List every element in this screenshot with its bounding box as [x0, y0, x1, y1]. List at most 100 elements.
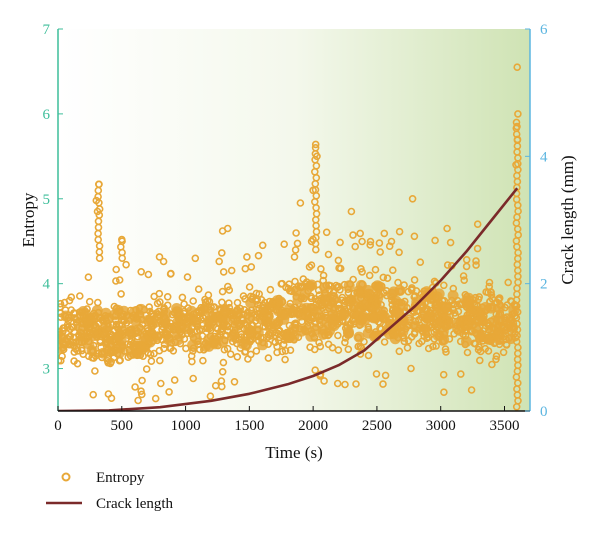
entropy-point [244, 312, 256, 324]
entropy-point [145, 303, 153, 311]
entropy-point [307, 303, 319, 315]
entropy-point [118, 235, 126, 244]
entropy-point [199, 302, 211, 314]
entropy-point [381, 371, 390, 380]
entropy-point [138, 390, 146, 399]
entropy-point [203, 316, 214, 327]
entropy-point [295, 309, 307, 321]
entropy-point [514, 110, 522, 118]
entropy-point [366, 237, 375, 246]
entropy-point [93, 207, 102, 216]
entropy-point [266, 285, 275, 294]
entropy-point [415, 339, 423, 348]
entropy-point [503, 316, 515, 328]
legend-entropy-label: Entropy [96, 470, 145, 486]
entropy-point [387, 237, 396, 246]
entropy-point [169, 346, 178, 355]
axes: 0 500 1000 1500 2000 2500 3000 3500 3 4 5 6 7 0 2 4 6 [43, 22, 549, 434]
entropy-point [70, 357, 78, 365]
y-right-tick-label: 2 [540, 277, 548, 293]
entropy-point [341, 338, 349, 347]
entropy-point [218, 298, 226, 307]
entropy-point [319, 271, 328, 280]
entropy-point [291, 246, 300, 254]
entropy-point [321, 308, 330, 317]
entropy-point [513, 122, 521, 131]
entropy-point [92, 196, 101, 205]
entropy-point [233, 352, 242, 361]
entropy-point [309, 186, 317, 195]
entropy-point [410, 276, 419, 284]
entropy-point [471, 306, 483, 318]
legend-crack-label: Crack length [96, 496, 174, 512]
legend-entropy-marker [61, 472, 71, 482]
entropy-point [156, 356, 164, 365]
entropy-point [103, 356, 112, 365]
entropy-point [100, 325, 112, 337]
y-left-tick-label: 5 [43, 192, 51, 208]
entropy-point [362, 327, 374, 339]
entropy-point [233, 298, 242, 307]
entropy-point [494, 322, 505, 334]
entropy-point [487, 291, 496, 299]
entropy-point [115, 276, 124, 284]
entropy-point [226, 350, 235, 359]
entropy-point [245, 283, 254, 291]
entropy-point [304, 280, 316, 292]
entropy-point [126, 346, 138, 358]
entropy-point [485, 302, 497, 314]
entropy-point [218, 287, 227, 296]
entropy-point [137, 267, 145, 276]
entropy-point [264, 354, 273, 362]
entropy-point [166, 270, 175, 278]
entropy-point [352, 380, 360, 388]
entropy-point [512, 161, 520, 169]
entropy-point [144, 270, 153, 279]
entropy-point [230, 377, 239, 386]
entropy-point [373, 281, 385, 293]
y-right-tick-label: 0 [540, 404, 548, 420]
entropy-point [205, 297, 214, 306]
entropy-point [344, 345, 353, 354]
entropy-point [472, 257, 480, 265]
entropy-point [351, 292, 363, 304]
entropy-point [364, 351, 373, 360]
y-left-axis-title: Entropy [19, 192, 38, 247]
entropy-point [343, 280, 355, 292]
entropy-point [142, 314, 154, 326]
entropy-point [383, 274, 392, 283]
entropy-point [151, 394, 160, 403]
entropy-point [431, 300, 443, 312]
entropy-point [439, 370, 448, 379]
entropy-point [58, 356, 65, 365]
entropy-point [333, 379, 342, 388]
entropy-point [341, 380, 349, 389]
entropy-point [309, 235, 317, 244]
entropy-point [277, 280, 286, 288]
y-left-tick-label: 3 [43, 362, 51, 378]
entropy-point [492, 352, 501, 360]
entropy-point [95, 180, 103, 189]
y-left-tick-label: 7 [43, 22, 51, 38]
entropy-point [206, 392, 215, 401]
entropy-point [409, 320, 421, 332]
entropy-point [281, 355, 289, 364]
entropy-point [91, 304, 103, 316]
entropy-point [319, 282, 331, 294]
entropy-point [223, 224, 232, 233]
entropy-point [245, 297, 257, 309]
entropy-point [227, 266, 236, 275]
entropy-point [147, 357, 156, 366]
entropy-point [224, 282, 232, 291]
entropy-point [351, 242, 360, 251]
entropy-point [316, 342, 325, 351]
entropy-point [446, 238, 455, 247]
entropy-point [172, 334, 184, 346]
entropy-point [467, 386, 476, 394]
entropy-point [219, 358, 228, 367]
entropy-point [423, 334, 431, 343]
entropy-point [332, 281, 340, 290]
entropy-point [59, 336, 71, 348]
entropy-point [326, 300, 338, 312]
entropy-point [513, 135, 522, 144]
